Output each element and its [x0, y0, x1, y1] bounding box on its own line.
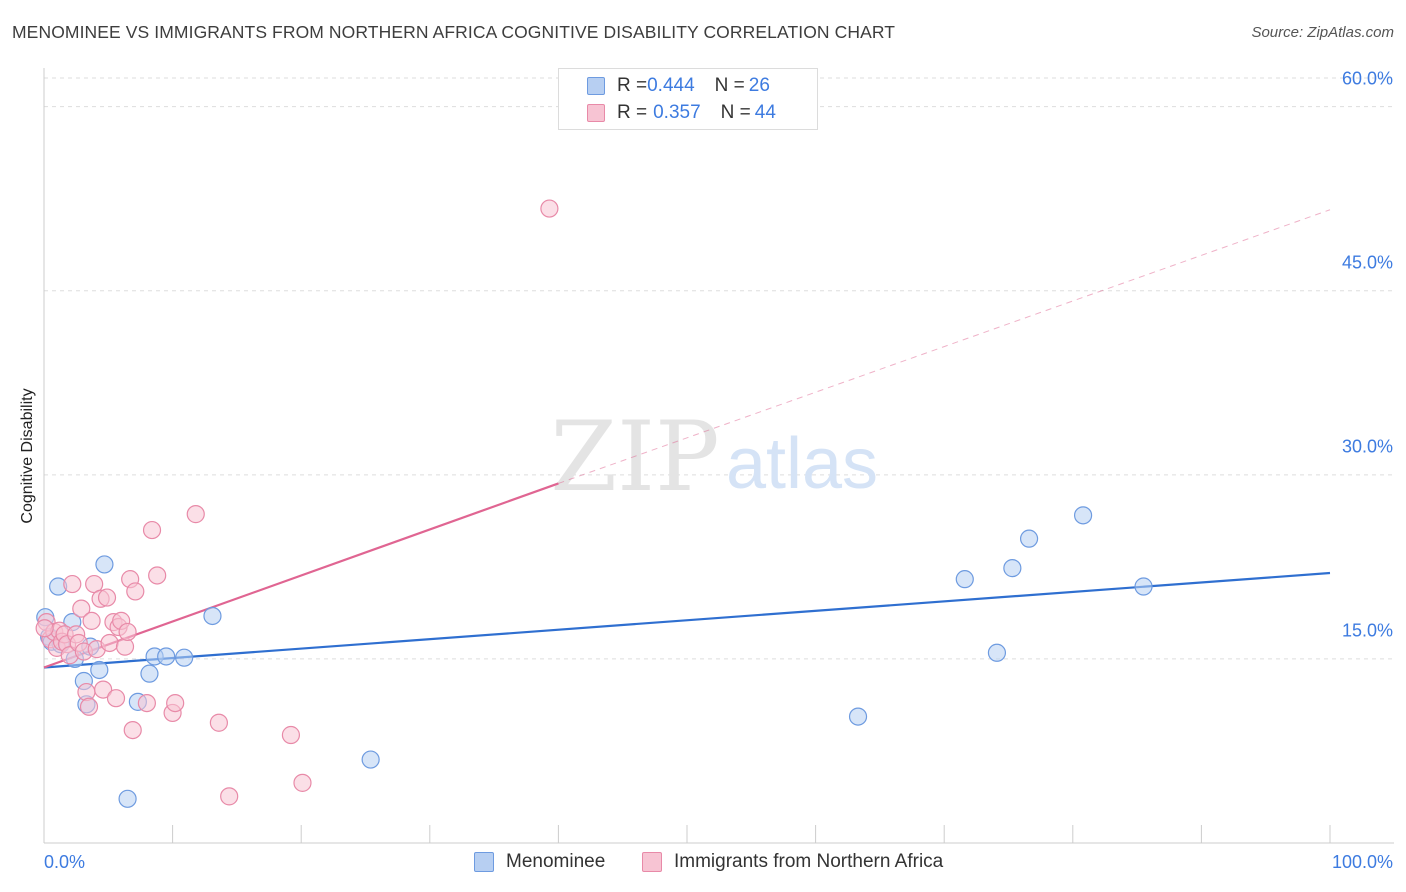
y-tick-label: 45.0% [1342, 253, 1393, 273]
point-immigrants [118, 622, 137, 642]
point-menominee [175, 648, 194, 667]
bottom-legend-label: Immigrants from Northern Africa [674, 851, 944, 872]
point-menominee [1003, 559, 1022, 578]
x-tick-label-max: 100.0% [1331, 852, 1393, 872]
trendline-extension-immigrants [558, 209, 1331, 484]
legend-swatch-pink [587, 104, 605, 122]
y-tick-label: 60.0% [1342, 68, 1393, 88]
watermark: ZIP atlas [550, 401, 878, 513]
bottom-legend-label: Menominee [506, 851, 606, 872]
point-immigrants [293, 773, 312, 792]
y-axis-title: Cognitive Disability [19, 388, 36, 524]
point-menominee [1134, 577, 1153, 596]
point-immigrants [97, 588, 117, 607]
axis-layer [43, 68, 1394, 844]
point-immigrants [100, 633, 119, 653]
legend-n-value: 26 [748, 75, 770, 96]
y-tick-labels: 15.0% 30.0% 45.0% 60.0% [1342, 68, 1393, 640]
point-immigrants [281, 725, 301, 745]
point-menominee [361, 750, 380, 769]
chart-title: MENOMINEE VS IMMIGRANTS FROM NORTHERN AF… [12, 22, 896, 42]
point-immigrants [148, 566, 167, 585]
point-immigrants [209, 713, 228, 732]
point-menominee [987, 643, 1007, 662]
bottom-legend-menominee: Menominee [474, 851, 605, 873]
bottom-legend-swatch-pink [642, 852, 662, 872]
legend-r-value: 0.444 [647, 75, 695, 96]
legend-n-value: 44 [754, 102, 776, 123]
point-immigrants [540, 199, 559, 218]
point-menominee [1073, 506, 1093, 525]
legend-n-label: N = [720, 102, 751, 123]
point-immigrants [35, 619, 54, 638]
point-menominee [118, 789, 137, 808]
grid-layer [44, 77, 1394, 660]
x-tick-label-min: 0.0% [44, 852, 86, 872]
point-menominee [848, 707, 868, 726]
points-layer [35, 199, 1153, 808]
point-immigrants [82, 611, 101, 630]
source-label: Source: ZipAtlas.com [1251, 24, 1394, 41]
y-tick-label: 30.0% [1342, 437, 1393, 457]
point-immigrants [106, 689, 126, 708]
point-immigrants [220, 787, 239, 806]
legend-n-label: N = [714, 75, 745, 96]
legend-r-label: R = [617, 102, 648, 123]
point-immigrants [142, 520, 162, 540]
point-menominee [90, 660, 109, 680]
point-menominee [140, 664, 159, 683]
point-immigrants [137, 693, 156, 713]
point-immigrants [126, 582, 145, 601]
trendline-menominee [43, 571, 1331, 669]
point-immigrants [63, 574, 82, 594]
legend-r-value: 0.357 [653, 102, 701, 123]
point-immigrants [77, 682, 96, 702]
correlation-legend: R = 0.444 N = 26 R = 0.357 N = 44 [558, 68, 818, 130]
point-menominee [157, 647, 176, 666]
legend-r-label: R = [617, 75, 648, 96]
y-tick-label: 15.0% [1342, 621, 1393, 641]
point-menominee [95, 555, 114, 574]
point-menominee [203, 606, 222, 626]
bottom-legend-swatch-blue [474, 852, 494, 872]
point-menominee [1019, 529, 1039, 548]
point-immigrants [72, 599, 91, 618]
watermark-atlas: atlas [726, 424, 878, 504]
legend-swatch-blue [587, 77, 605, 95]
legend-row-menominee: R = 0.444 N = 26 [587, 73, 770, 99]
point-immigrants [115, 637, 135, 656]
point-immigrants [166, 693, 185, 713]
legend-row-immigrants: R = 0.357 N = 44 [587, 100, 776, 126]
point-immigrants [186, 505, 205, 524]
point-immigrants [123, 720, 142, 740]
point-menominee [955, 570, 974, 589]
point-immigrants [79, 697, 99, 716]
point-immigrants [94, 680, 113, 699]
bottom-legend-immigrants: Immigrants from Northern Africa [642, 851, 943, 873]
watermark-zip: ZIP [550, 401, 719, 513]
